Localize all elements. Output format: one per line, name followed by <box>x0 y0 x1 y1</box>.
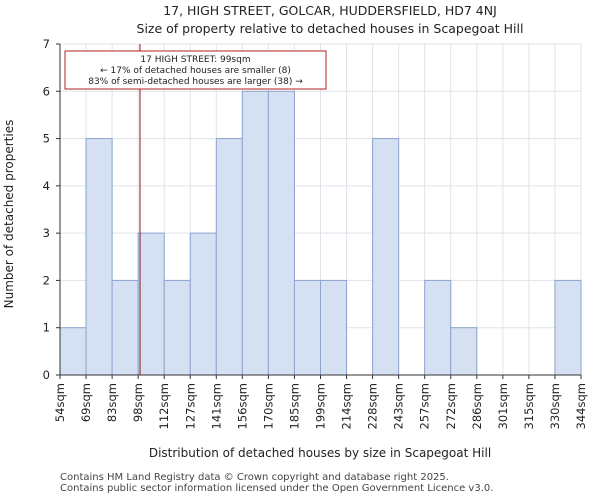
x-tick-labels: 54sqm 69sqm 83sqm 98sqm 112sqm 127sqm 141sqm 15… <box>53 375 588 429</box>
y-tick-labels: 0 1 2 3 4 5 6 7 <box>43 37 60 382</box>
x-tick-label: 170sqm <box>261 383 275 429</box>
x-tick-label: 301sqm <box>496 383 510 429</box>
histogram-bar <box>241 90 269 376</box>
x-tick-label: 330sqm <box>548 383 562 429</box>
annotation-line-3: 83% of semi-detached houses are larger (… <box>88 77 303 87</box>
histogram-bar <box>372 138 400 376</box>
annotation-line-1: 17 HIGH STREET: 99sqm <box>140 55 250 65</box>
x-tick-label: 112sqm <box>157 383 171 429</box>
annotation-box <box>64 50 327 90</box>
x-tick-label: 228sqm <box>366 383 380 429</box>
histogram-bar <box>59 327 87 376</box>
x-tick-label: 315sqm <box>522 383 536 429</box>
bars <box>59 90 582 376</box>
y-tick-label: 5 <box>43 132 50 146</box>
histogram-bar <box>137 232 165 376</box>
y-axis-label: Number of detached properties <box>2 120 16 309</box>
y-tick-label: 7 <box>43 37 50 51</box>
y-tick-label: 6 <box>43 84 50 98</box>
histogram-bar <box>267 90 295 376</box>
y-tick-label: 3 <box>43 226 50 240</box>
chart-title: 17, HIGH STREET, GOLCAR, HUDDERSFIELD, H… <box>163 3 497 18</box>
x-tick-label: 54sqm <box>53 383 67 422</box>
histogram-bar <box>320 279 348 376</box>
histogram-bar <box>215 138 243 376</box>
histogram-bar <box>450 327 478 376</box>
x-tick-label: 83sqm <box>105 383 119 422</box>
x-tick-label: 156sqm <box>235 383 249 429</box>
chart-subtitle: Size of property relative to detached ho… <box>137 21 524 36</box>
y-tick-label: 1 <box>43 321 50 335</box>
x-axis-label: Distribution of detached houses by size … <box>149 446 491 460</box>
histogram-bar <box>554 279 582 376</box>
footer-licence: Contains public sector information licen… <box>60 483 494 494</box>
histogram-bar <box>424 279 452 376</box>
x-tick-label: 199sqm <box>314 383 328 429</box>
property-annotation: 17 HIGH STREET: 99sqm ← 17% of detached … <box>64 50 327 90</box>
x-tick-label: 243sqm <box>392 383 406 429</box>
x-tick-label: 69sqm <box>79 383 93 422</box>
histogram-bar <box>111 279 139 376</box>
x-tick-label: 141sqm <box>209 383 223 429</box>
x-tick-label: 185sqm <box>287 383 301 429</box>
annotation-line-2: ← 17% of detached houses are smaller (8) <box>100 66 291 76</box>
histogram-bar <box>85 138 113 376</box>
x-tick-label: 127sqm <box>183 383 197 429</box>
y-tick-label: 0 <box>43 368 50 382</box>
histogram-bar <box>189 232 217 376</box>
histogram-bar <box>163 279 191 376</box>
x-tick-label: 272sqm <box>444 383 458 429</box>
footer-copyright: Contains HM Land Registry data © Crown c… <box>60 472 449 483</box>
x-tick-label: 344sqm <box>574 383 588 429</box>
x-tick-label: 98sqm <box>131 383 145 422</box>
y-tick-label: 2 <box>43 273 50 287</box>
x-tick-label: 214sqm <box>340 383 354 429</box>
x-tick-label: 286sqm <box>470 383 484 429</box>
y-tick-label: 4 <box>43 179 50 193</box>
x-tick-label: 257sqm <box>418 383 432 429</box>
histogram-bar <box>293 279 322 376</box>
